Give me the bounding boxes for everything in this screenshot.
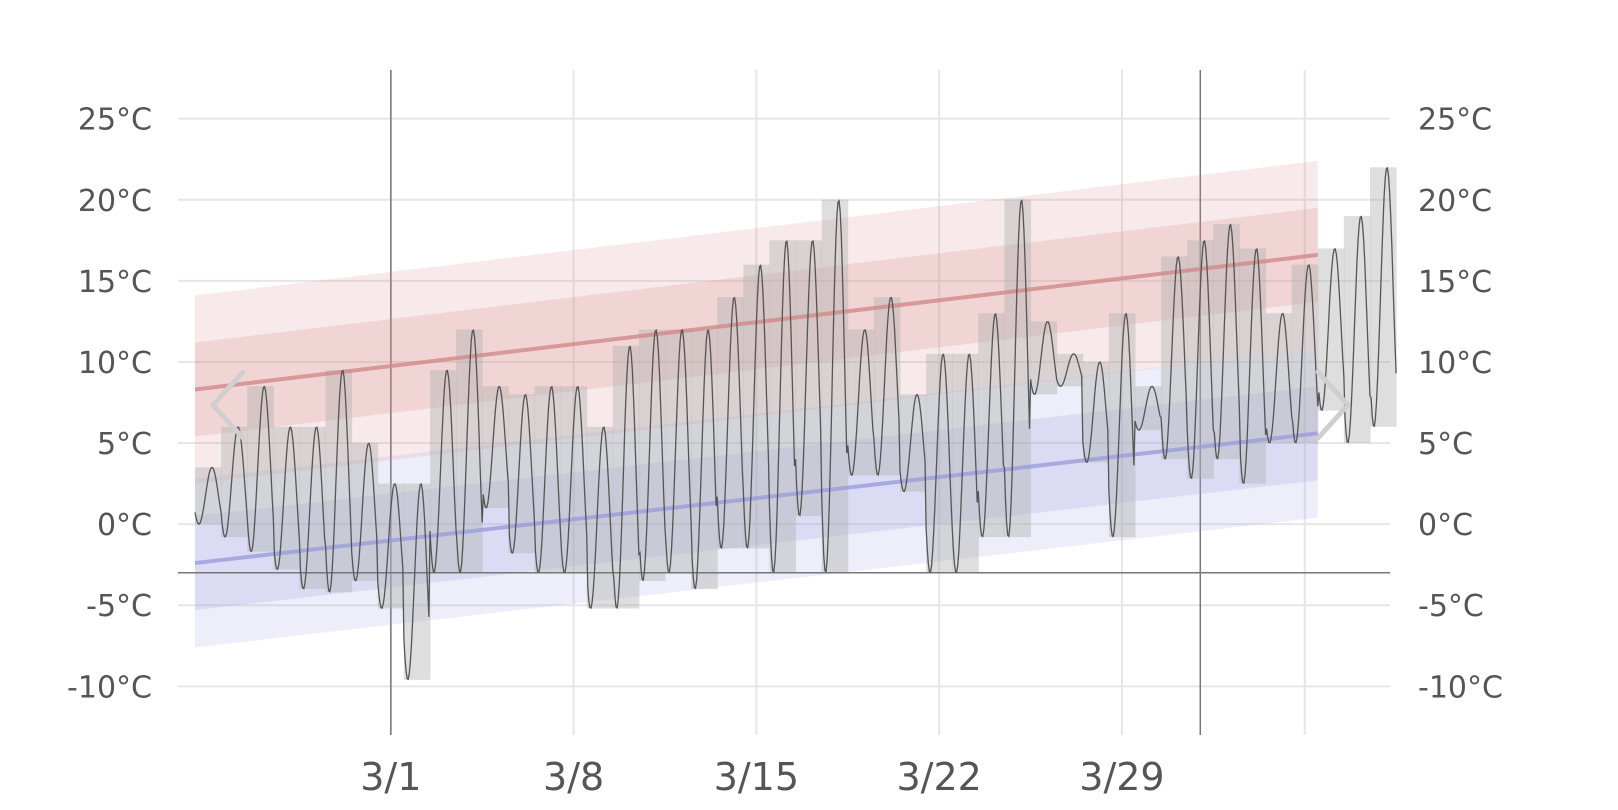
- hourly-temperature-line: [194, 166, 1397, 681]
- prev-button-hit[interactable]: [195, 360, 255, 450]
- x-tick-label: 3/15: [714, 755, 799, 799]
- next-button[interactable]: [1305, 360, 1365, 450]
- average-low-line: [194, 431, 1319, 566]
- y-tick-label-left: 0°C: [97, 508, 152, 543]
- y-tick-label-left: -10°C: [67, 670, 152, 705]
- y-tick-label-right: 15°C: [1418, 265, 1492, 300]
- y-tick-label-left: 5°C: [97, 427, 152, 462]
- y-tick-label-left: 10°C: [78, 346, 152, 381]
- lines: [178, 166, 1397, 681]
- y-tick-label-right: -10°C: [1418, 670, 1503, 705]
- y-tick-label-left: 15°C: [78, 265, 152, 300]
- tick-labels: -10°C -10°C -5°C -5°C 0°C 0°C 5°C 5°C 10°C 10°C 15…: [67, 103, 1503, 799]
- y-tick-label-right: 0°C: [1418, 508, 1473, 543]
- x-tick-label: 3/8: [543, 755, 604, 799]
- y-tick-label-right: 5°C: [1418, 427, 1473, 462]
- x-tick-label: 3/1: [360, 755, 421, 799]
- y-tick-label-left: 20°C: [78, 184, 152, 219]
- next-button-hit[interactable]: [1305, 360, 1365, 450]
- y-tick-label-right: -5°C: [1418, 589, 1484, 624]
- chevron-right-icon: [1315, 369, 1351, 441]
- y-tick-label-right: 25°C: [1418, 103, 1492, 138]
- y-tick-label-left: -5°C: [86, 589, 152, 624]
- prev-button[interactable]: [195, 360, 255, 450]
- y-tick-label-right: 20°C: [1418, 184, 1492, 219]
- x-tick-label: 3/29: [1079, 755, 1164, 799]
- x-tick-label: 3/22: [896, 755, 981, 799]
- chevron-left-icon: [210, 369, 246, 441]
- y-tick-label-right: 10°C: [1418, 346, 1492, 381]
- y-tick-label-left: 25°C: [78, 103, 152, 138]
